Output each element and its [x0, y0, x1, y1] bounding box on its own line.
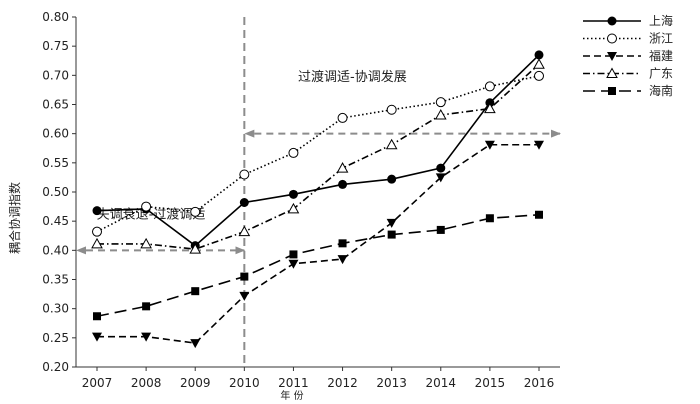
x-tick-label: 2016: [524, 376, 555, 390]
legend-marker: [607, 33, 617, 44]
data-point: [92, 332, 102, 342]
legend-marker: [607, 16, 617, 26]
legend-label: 上海: [649, 13, 673, 28]
y-tick-label: 0.45: [42, 214, 69, 228]
series-line: [96, 75, 540, 233]
data-point: [337, 112, 348, 123]
data-point: [289, 250, 298, 259]
data-point: [435, 97, 446, 108]
data-point: [387, 230, 396, 239]
data-point: [434, 108, 447, 120]
y-tick-label: 0.70: [42, 68, 69, 82]
y-tick-label: 0.65: [42, 98, 69, 112]
annotation-layer: 失调衰退-过渡调适 过渡调适-协调发展: [76, 17, 561, 367]
data-point: [435, 173, 446, 183]
data-point: [337, 255, 348, 265]
y-tick-label: 0.75: [42, 39, 69, 53]
data-point: [336, 162, 349, 173]
data-point: [534, 140, 544, 150]
data-point: [485, 214, 494, 223]
data-point: [484, 102, 496, 114]
stage-annotation: 过渡调适-协调发展: [298, 69, 407, 85]
legend-label: 海南: [649, 83, 673, 98]
series-line: [97, 143, 539, 344]
legend-marker: [608, 87, 616, 95]
legend-label: 福建: [649, 48, 673, 63]
data-point: [484, 81, 495, 92]
y-tick-label: 0.35: [42, 273, 69, 287]
series-2: [92, 70, 544, 237]
data-point: [239, 291, 250, 301]
axes: 0.20 0.25 0.30 0.35 0.40 0.45 0.50 0.55 0.60 0.65…: [42, 10, 560, 390]
data-point: [190, 339, 201, 349]
y-tick-label: 0.80: [42, 10, 69, 24]
data-point: [436, 225, 445, 234]
data-point: [288, 147, 299, 158]
x-tick-label: 2012: [327, 376, 358, 390]
data-point: [141, 201, 152, 212]
y-tick-label: 0.55: [42, 156, 69, 170]
series-line: [96, 213, 540, 318]
x-tick-label: 2008: [131, 376, 162, 390]
range-arrow-head: [76, 246, 86, 255]
x-tick-label: 2015: [475, 376, 506, 390]
data-point: [385, 138, 398, 150]
data-point: [338, 179, 348, 189]
x-tick-label: 2011: [278, 376, 309, 390]
x-tick-label: 2009: [180, 376, 211, 390]
y-tick-label: 0.60: [42, 127, 69, 141]
series-line: [97, 63, 540, 250]
data-point: [189, 243, 202, 254]
data-point: [436, 163, 446, 173]
data-point: [534, 50, 544, 60]
data-point: [534, 70, 544, 81]
legend-marker: [606, 67, 618, 78]
data-point: [338, 239, 347, 248]
x-tick-label: 2014: [426, 376, 457, 390]
x-tick-label: 2010: [229, 376, 260, 390]
data-point: [238, 225, 251, 237]
data-point: [240, 272, 249, 281]
data-point: [287, 202, 300, 214]
data-point: [288, 189, 298, 199]
data-point: [142, 302, 151, 311]
data-point: [387, 174, 397, 184]
data-point: [535, 210, 543, 219]
data-point: [92, 206, 102, 216]
data-point: [288, 259, 299, 269]
data-point: [533, 58, 545, 69]
y-tick-label: 0.25: [42, 331, 69, 345]
data-point: [386, 104, 397, 115]
x-axis-title: 年 份: [280, 389, 303, 402]
series-layer: [91, 50, 545, 349]
series-5: [93, 210, 543, 321]
y-axis-title: 耦合协调指数: [7, 182, 22, 254]
y-tick-label: 0.30: [42, 302, 69, 316]
data-point: [92, 226, 102, 237]
data-point: [191, 287, 200, 296]
range-arrow-head: [244, 129, 255, 138]
data-point: [190, 206, 201, 217]
data-point: [141, 332, 152, 342]
y-tick-label: 0.50: [42, 185, 69, 199]
data-point: [239, 169, 250, 180]
data-point: [140, 237, 152, 249]
data-point: [91, 237, 103, 249]
x-tick-label: 2013: [376, 376, 407, 390]
series-4: [91, 58, 545, 254]
data-point: [93, 312, 101, 321]
stage-annotation: 失调衰退-过渡调适: [97, 206, 206, 222]
legend-marker: [607, 52, 617, 61]
legend-label: 广东: [649, 67, 673, 81]
x-tick-label: 2007: [82, 376, 113, 390]
y-tick-label: 0.40: [42, 243, 69, 257]
data-point: [484, 140, 495, 150]
data-point: [239, 198, 249, 207]
y-tick-label: 0.20: [42, 360, 69, 374]
legend-label: 浙江: [649, 32, 673, 46]
data-point: [386, 218, 397, 228]
series-3: [92, 140, 544, 349]
